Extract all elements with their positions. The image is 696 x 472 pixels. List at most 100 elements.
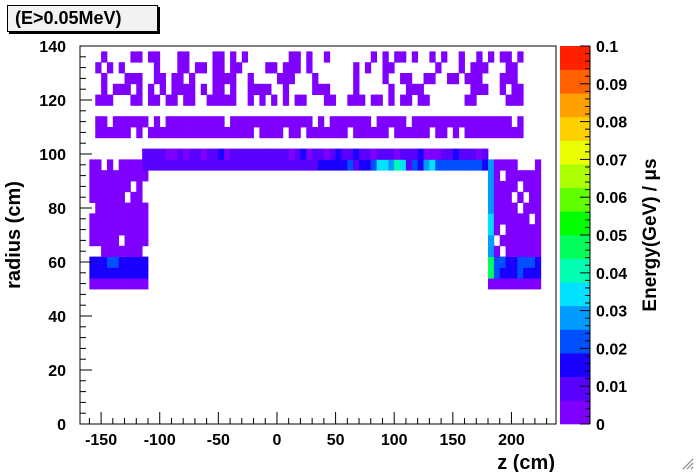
heatmap-cell	[218, 148, 225, 160]
heatmap-cell	[423, 159, 430, 171]
heatmap-cell	[329, 159, 336, 171]
heatmap-cell	[288, 116, 295, 128]
heatmap-cell	[523, 245, 530, 257]
heatmap-cell	[534, 213, 542, 225]
heatmap-cell	[482, 116, 489, 128]
heatmap-cell	[476, 127, 483, 139]
heatmap-cell	[101, 224, 108, 236]
heatmap-cell	[511, 127, 518, 139]
colorbar-segment	[560, 258, 590, 283]
heatmap-cell	[235, 148, 243, 160]
heatmap-cell	[106, 235, 114, 247]
heatmap-cell	[476, 51, 483, 63]
heatmap-cell	[124, 181, 131, 193]
heatmap-cell	[130, 94, 137, 106]
heatmap-cell	[529, 202, 536, 214]
heatmap-cell	[382, 159, 389, 171]
resize-grip-icon[interactable]	[682, 458, 694, 470]
heatmap-cell	[200, 62, 208, 74]
heatmap-cell	[153, 159, 161, 171]
heatmap-cell	[382, 116, 389, 128]
heatmap-cell	[517, 267, 524, 279]
heatmap-cell	[353, 116, 360, 128]
y-tick-label: 60	[48, 255, 66, 272]
heatmap-cell	[446, 73, 454, 85]
heatmap-cell	[282, 159, 290, 171]
heatmap-cell	[106, 159, 114, 171]
heatmap-cell	[124, 159, 131, 171]
heatmap-cell	[118, 202, 125, 214]
heatmap-cell	[388, 62, 395, 74]
heatmap-cell	[476, 116, 483, 128]
heatmap-cell	[505, 181, 512, 193]
heatmap-cell	[183, 62, 190, 74]
heatmap-cell	[153, 62, 161, 74]
heatmap-cell	[177, 62, 184, 74]
heatmap-cell	[271, 116, 278, 128]
colorbar-tick-label: 0	[596, 417, 605, 434]
heatmap-cell	[253, 148, 260, 160]
heatmap-cell	[95, 224, 102, 236]
heatmap-cell	[505, 256, 512, 268]
y-tick-label: 140	[39, 39, 66, 56]
heatmap-cell	[247, 73, 254, 85]
heatmap-cell	[124, 83, 131, 95]
colorbar-tick-label: 0.07	[596, 152, 627, 169]
heatmap-cell	[130, 235, 137, 247]
heatmap-cell	[499, 51, 506, 63]
heatmap-cell	[124, 73, 131, 85]
y-tick-label: 0	[57, 417, 66, 434]
heatmap-cell	[177, 51, 184, 63]
heatmap-cell	[488, 245, 495, 257]
heatmap-cell	[89, 267, 96, 279]
heatmap-cell	[136, 256, 143, 268]
heatmap-cell	[130, 256, 137, 268]
heatmap-cell	[89, 256, 96, 268]
heatmap-cell	[523, 213, 530, 225]
heatmap-cell	[476, 159, 483, 171]
heatmap-cell	[505, 116, 512, 128]
heatmap-cell	[376, 127, 383, 139]
heatmap-cell	[388, 83, 395, 95]
heatmap-cell	[529, 278, 536, 290]
heatmap-cell	[95, 202, 102, 214]
heatmap-cell	[353, 127, 360, 139]
heatmap-cell	[271, 94, 278, 106]
heatmap-cell	[429, 116, 436, 128]
heatmap-cell	[505, 245, 512, 257]
heatmap-cell	[136, 73, 143, 85]
heatmap-cell	[212, 51, 219, 63]
heatmap-cell	[534, 267, 542, 279]
heatmap-cell	[476, 83, 483, 95]
heatmap-cell	[224, 127, 231, 139]
heatmap-cell	[470, 94, 477, 106]
heatmap-cell	[388, 94, 395, 106]
heatmap-cell	[101, 94, 108, 106]
colorbar-segment	[560, 93, 590, 118]
heatmap-cell	[136, 213, 143, 225]
heatmap-cell	[177, 73, 184, 85]
heatmap-cell	[458, 148, 465, 160]
heatmap-cell	[200, 148, 208, 160]
heatmap-cell	[534, 278, 542, 290]
heatmap-cell	[294, 94, 301, 106]
heatmap-cell	[230, 94, 237, 106]
heatmap-cell	[89, 170, 96, 182]
heatmap-cell	[159, 73, 166, 85]
heatmap-cell	[106, 202, 114, 214]
heatmap-cell	[95, 116, 102, 128]
heatmap-cell	[241, 148, 249, 160]
heatmap-cell	[95, 235, 102, 247]
heatmap-cell	[230, 73, 237, 85]
heatmap-cell	[458, 116, 465, 128]
heatmap-cell	[347, 159, 354, 171]
heatmap-cell	[142, 202, 149, 214]
heatmap-cell	[241, 127, 249, 139]
heatmap-cell	[511, 159, 518, 171]
heatmap-cell	[212, 148, 219, 160]
x-tick-label: -150	[85, 432, 117, 449]
heatmap-cell	[318, 127, 325, 139]
heatmap-cell	[106, 245, 114, 257]
heatmap-cell	[329, 127, 336, 139]
heatmap-cell	[130, 245, 137, 257]
